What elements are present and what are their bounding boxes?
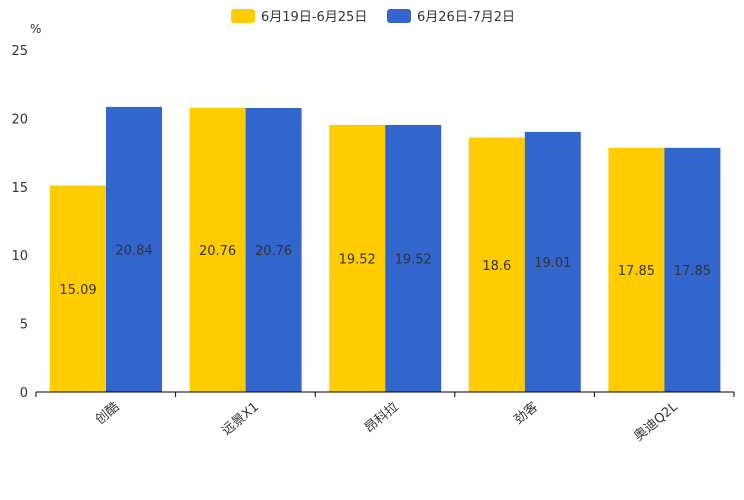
bar-week2-0	[106, 106, 162, 392]
data-label-week1-0: 15.09	[59, 283, 96, 298]
bar-week1-3	[468, 137, 525, 392]
bar-week2-2	[385, 124, 442, 392]
y-axis-unit-label: %	[30, 22, 41, 36]
bar-week1-0	[50, 185, 106, 392]
bar-week1-1	[189, 108, 246, 392]
legend-label-week1: 6月19日-6月25日	[261, 10, 367, 25]
y-tick-label-0: 0	[20, 386, 28, 401]
bars	[50, 106, 721, 392]
y-tick-label-5: 5	[20, 318, 28, 333]
data-label-week2-2: 19.52	[395, 252, 432, 267]
x-tick-label-4: 奥迪Q2L	[631, 399, 681, 444]
data-label-week1-2: 19.52	[339, 252, 376, 267]
data-label-week2-1: 20.76	[255, 244, 292, 259]
legend-swatch-week1	[231, 9, 255, 23]
y-tick-label-20: 20	[11, 112, 28, 127]
bar-week1-2	[329, 124, 386, 392]
data-label-week1-1: 20.76	[199, 244, 236, 259]
data-label-week2-4: 17.85	[674, 264, 711, 279]
y-tick-label-15: 15	[11, 181, 28, 196]
legend-label-week2: 6月26日-7月2日	[417, 10, 515, 25]
bar-week1-4	[608, 147, 665, 392]
x-tick-label-3: 劲客	[511, 399, 541, 428]
data-label-week1-3: 18.6	[482, 259, 511, 274]
bar-week2-3	[524, 131, 581, 392]
data-label-week2-0: 20.84	[115, 243, 152, 258]
data-label-week1-4: 17.85	[618, 264, 655, 279]
bar-week2-1	[245, 108, 302, 392]
y-tick-label-25: 25	[11, 44, 28, 59]
legend: 6月19日-6月25日 6月26日-7月2日	[231, 9, 515, 25]
x-tick-label-1: 远景X1	[219, 400, 262, 439]
data-label-week2-3: 19.01	[534, 256, 571, 271]
legend-swatch-week2	[387, 9, 411, 23]
x-tick-label-0: 创酷	[93, 400, 123, 428]
data-labels: 15.09 20.84 20.76 20.76 19.52 19.52 18.6 19.01 1…	[59, 243, 711, 297]
x-tick-label-2: 昂科拉	[362, 400, 402, 437]
bar-week2-4	[664, 147, 721, 392]
y-tick-label-10: 10	[11, 249, 28, 264]
